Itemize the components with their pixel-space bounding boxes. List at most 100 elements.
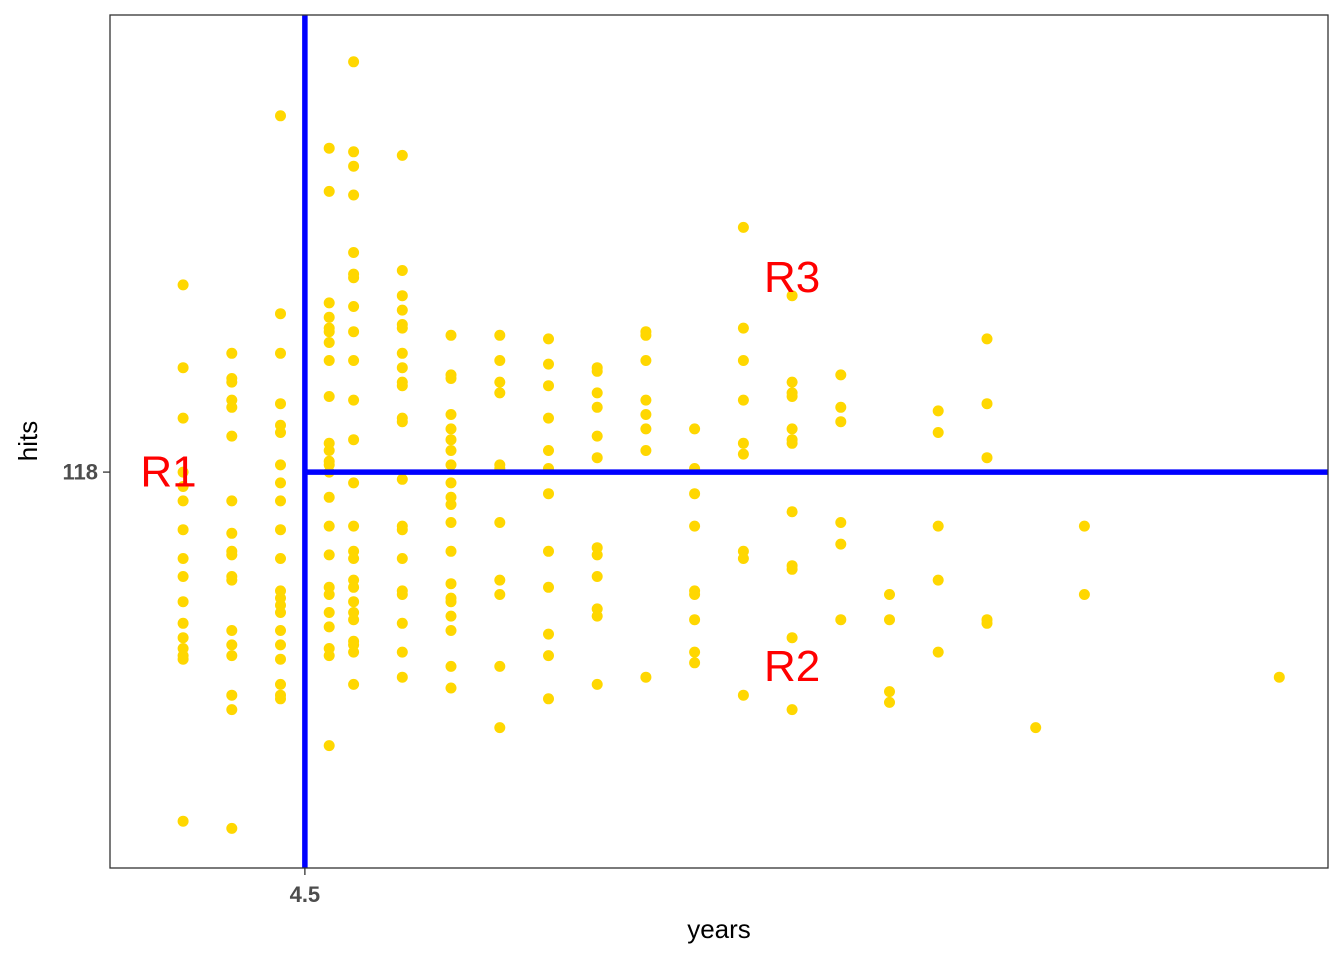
- data-point: [396, 362, 408, 374]
- data-point: [348, 394, 360, 406]
- data-point: [323, 326, 335, 338]
- data-point: [323, 491, 335, 503]
- data-point: [177, 815, 189, 827]
- data-point: [275, 639, 286, 651]
- data-point: [348, 477, 360, 489]
- data-point: [275, 398, 286, 410]
- data-point: [543, 445, 554, 456]
- data-point: [591, 452, 603, 464]
- data-point: [591, 401, 603, 413]
- data-point: [323, 355, 335, 366]
- data-point: [275, 427, 286, 438]
- data-point: [1078, 589, 1090, 600]
- data-point: [591, 549, 603, 561]
- data-point: [177, 495, 189, 507]
- data-point: [640, 394, 652, 406]
- data-point: [226, 347, 238, 359]
- data-point: [640, 409, 652, 420]
- data-point: [445, 434, 457, 446]
- data-point: [275, 678, 286, 690]
- y-axis-title: hits: [13, 421, 43, 461]
- data-point: [689, 488, 701, 500]
- data-point: [445, 445, 457, 456]
- data-point: [177, 571, 189, 582]
- data-point: [445, 423, 457, 435]
- data-point: [591, 610, 603, 622]
- data-point: [1078, 520, 1090, 532]
- data-point: [323, 142, 335, 154]
- data-point: [226, 549, 238, 561]
- data-point: [445, 373, 457, 384]
- data-point: [494, 574, 506, 586]
- data-point: [689, 657, 701, 669]
- data-point: [226, 704, 238, 716]
- x-axis-title: years: [687, 914, 751, 944]
- data-point: [591, 430, 603, 442]
- data-point: [640, 355, 652, 366]
- data-point: [323, 391, 335, 402]
- data-point: [494, 722, 506, 734]
- data-point: [396, 473, 408, 485]
- data-point: [177, 617, 189, 629]
- data-point: [543, 412, 554, 424]
- data-point: [640, 329, 652, 341]
- data-point: [396, 416, 408, 428]
- data-point: [177, 524, 189, 536]
- data-point: [323, 589, 335, 600]
- region-label-r3: R3: [764, 253, 820, 302]
- data-point: [348, 355, 360, 366]
- data-point: [494, 376, 506, 388]
- data-point: [737, 394, 749, 406]
- data-point: [226, 495, 238, 507]
- data-point: [591, 571, 603, 582]
- data-point: [445, 459, 457, 471]
- data-point: [835, 369, 847, 381]
- data-point: [396, 524, 408, 536]
- data-point: [396, 304, 408, 316]
- data-point: [543, 650, 554, 662]
- data-point: [786, 506, 798, 518]
- data-point: [689, 614, 701, 626]
- data-point: [323, 621, 335, 633]
- data-point: [543, 693, 554, 705]
- data-point: [348, 581, 360, 593]
- data-point: [786, 632, 798, 644]
- data-point: [737, 448, 749, 460]
- data-point: [981, 398, 993, 410]
- data-point: [396, 646, 408, 658]
- data-point: [494, 355, 506, 366]
- data-point: [445, 545, 457, 557]
- data-point: [640, 423, 652, 435]
- data-point: [323, 650, 335, 662]
- data-point: [348, 146, 360, 158]
- data-point: [226, 527, 238, 539]
- data-point: [226, 430, 238, 442]
- data-point: [275, 693, 286, 705]
- data-point: [981, 617, 993, 629]
- data-point: [396, 322, 408, 334]
- data-point: [348, 189, 360, 201]
- data-point: [543, 581, 554, 593]
- data-point: [275, 607, 286, 618]
- data-point: [177, 481, 189, 492]
- data-point: [396, 149, 408, 161]
- data-point: [348, 272, 360, 284]
- data-point: [396, 589, 408, 600]
- split-lines: [302, 15, 1328, 868]
- data-point: [348, 247, 360, 258]
- data-point: [932, 646, 944, 658]
- data-point: [981, 452, 993, 464]
- data-point: [835, 538, 847, 550]
- data-point: [177, 553, 189, 564]
- y-tick-label: 118: [63, 460, 99, 485]
- data-point: [445, 499, 457, 510]
- data-point: [275, 308, 286, 320]
- data-point: [445, 682, 457, 694]
- data-point: [445, 517, 457, 528]
- data-point: [445, 409, 457, 420]
- data-point: [226, 625, 238, 636]
- data-point: [226, 639, 238, 651]
- data-point: [543, 628, 554, 640]
- data-point: [494, 589, 506, 600]
- data-point: [445, 477, 457, 489]
